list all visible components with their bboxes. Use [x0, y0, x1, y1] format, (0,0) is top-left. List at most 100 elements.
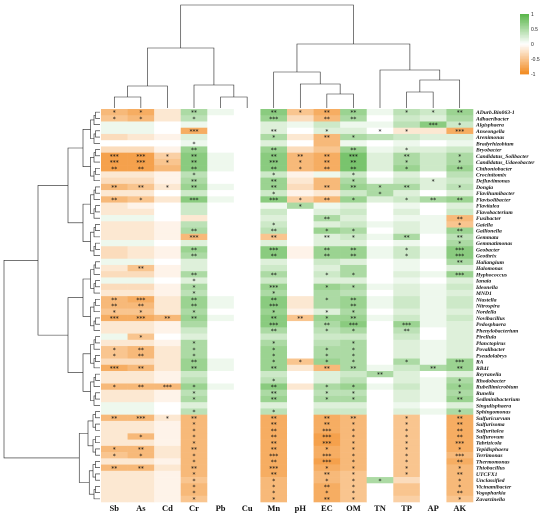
- significance-star: **: [138, 384, 144, 391]
- heatmap-cell: [260, 489, 288, 497]
- heatmap-cell: [419, 121, 447, 129]
- heatmap-cell: [180, 302, 208, 309]
- colorbar-segment: [520, 50, 529, 52]
- heatmap-cell: [366, 183, 394, 191]
- significance-star: *: [352, 328, 355, 335]
- significance-star: **: [138, 166, 144, 173]
- heatmap-cell: [233, 127, 261, 135]
- heatmap-cell: [393, 252, 421, 260]
- heatmap-cell: [207, 233, 235, 241]
- significance-star: *: [166, 160, 169, 167]
- heatmap-cell: [180, 395, 208, 403]
- heatmap-cell: [260, 314, 288, 322]
- colorbar-segment: [520, 54, 529, 57]
- heatmap-cell: [101, 477, 128, 484]
- significance-star: *: [379, 478, 382, 485]
- heatmap-cell: [180, 296, 208, 303]
- significance-star: ***: [110, 160, 119, 167]
- significance-star: **: [404, 328, 410, 335]
- heatmap-cell: [207, 327, 235, 334]
- significance-star: **: [324, 234, 330, 241]
- heatmap-cell: [154, 115, 182, 122]
- heatmap-cell: [313, 377, 341, 384]
- heatmap-cell: [366, 314, 394, 322]
- heatmap-cell: [260, 395, 288, 403]
- significance-star: *: [352, 422, 355, 429]
- significance-star: *: [272, 341, 275, 348]
- heatmap-cell: [154, 127, 182, 135]
- significance-star: ***: [429, 122, 438, 129]
- significance-star: *: [352, 228, 355, 235]
- heatmap-cell: [233, 246, 261, 253]
- heatmap-cell: [207, 208, 235, 216]
- heatmap-cell: [340, 314, 368, 322]
- heatmap-cell: [446, 308, 474, 316]
- significance-star: *: [405, 147, 408, 154]
- heatmap-cell: [446, 464, 474, 472]
- significance-star: ***: [269, 322, 278, 329]
- heatmap-cell: [393, 258, 421, 266]
- heatmap-cell: [207, 264, 235, 272]
- heatmap-cell: [180, 358, 208, 366]
- heatmap-cell: [366, 152, 394, 160]
- heatmap-cell: [419, 364, 447, 372]
- heatmap-cell: [313, 314, 341, 322]
- heatmap-cell: [180, 427, 208, 434]
- heatmap-cell: [154, 221, 182, 228]
- column-dendrogram-branch: [273, 71, 321, 108]
- heatmap-cell: [287, 121, 314, 129]
- row-label: Zavarzinella: [475, 497, 505, 503]
- significance-star: *: [193, 390, 196, 397]
- heatmap-cell: [419, 414, 447, 422]
- significance-star: *: [405, 465, 408, 472]
- significance-star: **: [271, 428, 277, 435]
- heatmap-cell: [233, 289, 261, 297]
- heatmap-cell: [101, 252, 128, 260]
- heatmap-cell: [419, 258, 447, 266]
- heatmap-cell: [207, 240, 235, 247]
- significance-star: *: [458, 160, 461, 167]
- colorbar-tick-label: -0.5: [531, 57, 540, 63]
- significance-star: **: [324, 166, 330, 173]
- heatmap-cell: [446, 408, 474, 415]
- colorbar-segment: [520, 30, 529, 33]
- heatmap-cell: [287, 402, 314, 409]
- significance-star: *: [432, 178, 435, 185]
- colorbar-segment: [520, 33, 529, 36]
- heatmap-cell: [154, 371, 182, 378]
- heatmap-cell: [446, 420, 474, 428]
- significance-star: **: [297, 316, 303, 323]
- significance-star: **: [324, 253, 330, 260]
- heatmap-cell: [340, 252, 368, 260]
- heatmap-cell: [180, 177, 208, 185]
- row-dendrogram-branch: [90, 381, 94, 401]
- row-label: Phenylobacterium: [476, 328, 519, 334]
- heatmap-cell: [127, 158, 155, 166]
- heatmap-cell: [127, 196, 155, 203]
- significance-star: **: [111, 197, 117, 204]
- colorbar-segment: [520, 21, 529, 24]
- heatmap-cell: [260, 121, 288, 129]
- heatmap-cell: [340, 271, 368, 278]
- heatmap-cell: [340, 470, 368, 478]
- heatmap-cell: [313, 452, 341, 459]
- significance-star: *: [299, 197, 302, 204]
- heatmap-cell: [419, 109, 447, 116]
- significance-star: **: [324, 484, 330, 491]
- heatmap-cell: [393, 283, 421, 291]
- heatmap-cell: [366, 177, 394, 185]
- row-dendrogram-branch: [95, 423, 100, 431]
- heatmap-cell: [101, 358, 128, 366]
- heatmap-cell: [340, 127, 368, 135]
- significance-star: ***: [269, 160, 278, 167]
- heatmap-cell: [340, 258, 368, 266]
- significance-star: *: [379, 128, 382, 135]
- significance-star: *: [193, 459, 196, 466]
- significance-star: *: [325, 397, 328, 404]
- row-label: Thermomonas: [476, 459, 510, 465]
- heatmap-cell: [446, 240, 474, 247]
- heatmap-cell: [393, 470, 421, 478]
- heatmap-cell: [287, 464, 314, 472]
- heatmap-cell: [446, 371, 474, 378]
- row-dendrogram-branch: [95, 411, 100, 419]
